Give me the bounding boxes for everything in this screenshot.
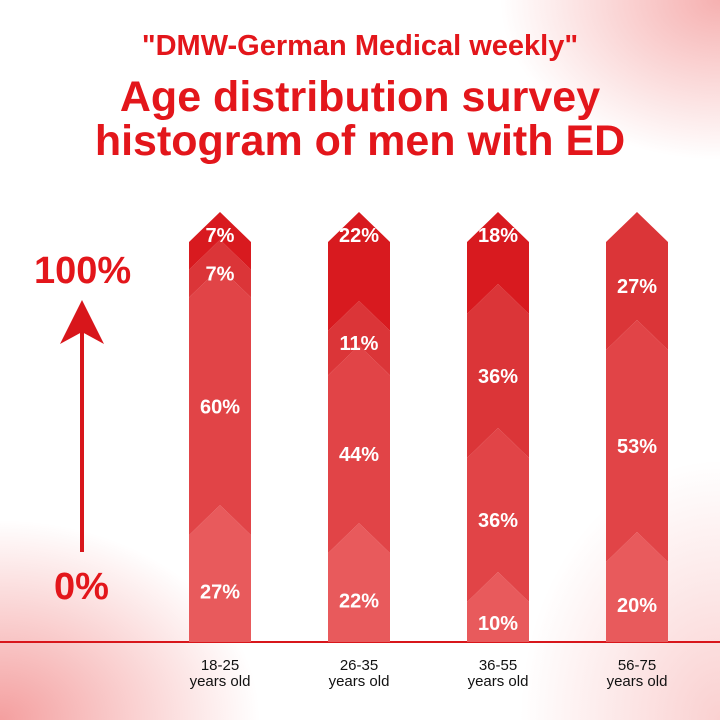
y-axis-bottom-label: 0%	[54, 566, 109, 608]
bar-segment-0-1	[189, 267, 251, 536]
bar-label-0-1: 60%	[200, 396, 240, 418]
bar-label-1-2: 11%	[340, 333, 379, 355]
x-tick-range: 36-55	[478, 657, 518, 674]
x-tick-range: 56-75	[617, 657, 657, 674]
bar-segment-2-0	[467, 572, 529, 642]
bar-segment-3-2	[606, 212, 668, 350]
chart-subtitle: "DMW-German Medical weekly"	[141, 30, 579, 62]
chart-title-line-1: Age distribution survey	[119, 73, 601, 121]
x-tick-unit: years old	[606, 673, 668, 690]
bar-segment-1-0	[328, 523, 390, 642]
x-tick-label-26-35: 26-35 years old	[299, 658, 419, 690]
bar-segment-1-2	[328, 300, 390, 376]
y-axis-arrow-head	[60, 300, 104, 344]
bar-segment-2-3	[467, 212, 529, 314]
x-tick-label-18-25: 18-25 years old	[160, 658, 280, 690]
bar-label-2-1: 36%	[478, 510, 518, 532]
bar-segment-0-2	[189, 239, 251, 298]
bar-segment-3-0	[606, 532, 668, 642]
bar-label-3-1: 53%	[617, 436, 657, 458]
x-tick-range: 18-25	[200, 657, 240, 674]
bar-segment-1-1	[328, 345, 390, 554]
bar-label-1-1: 44%	[339, 444, 379, 466]
bar-label-3-2: 27%	[617, 276, 657, 298]
x-tick-unit: years old	[467, 673, 529, 690]
x-tick-unit: years old	[328, 673, 390, 690]
x-tick-range: 26-35	[339, 657, 379, 674]
bar-segment-0-0	[189, 505, 251, 642]
bar-label-0-0: 27%	[200, 582, 240, 604]
chart-title-line-2: histogram of men with ED	[94, 117, 626, 165]
bar-label-0-3: 7%	[206, 225, 235, 247]
bar-label-3-0: 20%	[617, 595, 657, 617]
bar-label-1-3: 22%	[339, 225, 379, 247]
bar-label-0-2: 7%	[206, 264, 235, 286]
bar-label-1-0: 22%	[339, 591, 379, 613]
x-tick-unit: years old	[189, 673, 251, 690]
bar-label-2-0: 10%	[478, 613, 518, 635]
bar-segment-2-2	[467, 284, 529, 458]
bar-label-2-3: 18%	[478, 225, 518, 247]
bar-segment-0-3	[189, 212, 251, 270]
bar-segment-2-1	[467, 428, 529, 602]
bar-segment-1-3	[328, 212, 390, 331]
x-tick-label-36-55: 36-55 years old	[438, 658, 558, 690]
x-tick-label-56-75: 56-75 years old	[577, 658, 697, 690]
bar-segment-3-1	[606, 320, 668, 562]
bar-label-2-2: 36%	[478, 366, 518, 388]
y-axis-top-label: 100%	[34, 250, 132, 292]
